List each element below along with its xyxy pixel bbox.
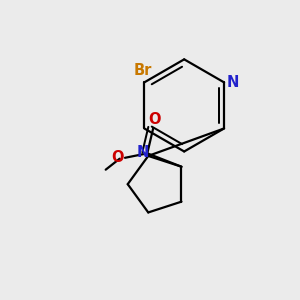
Text: Br: Br <box>134 63 152 78</box>
Text: O: O <box>148 112 161 127</box>
Text: N: N <box>137 146 149 160</box>
Text: O: O <box>111 150 124 165</box>
Text: N: N <box>226 75 238 90</box>
